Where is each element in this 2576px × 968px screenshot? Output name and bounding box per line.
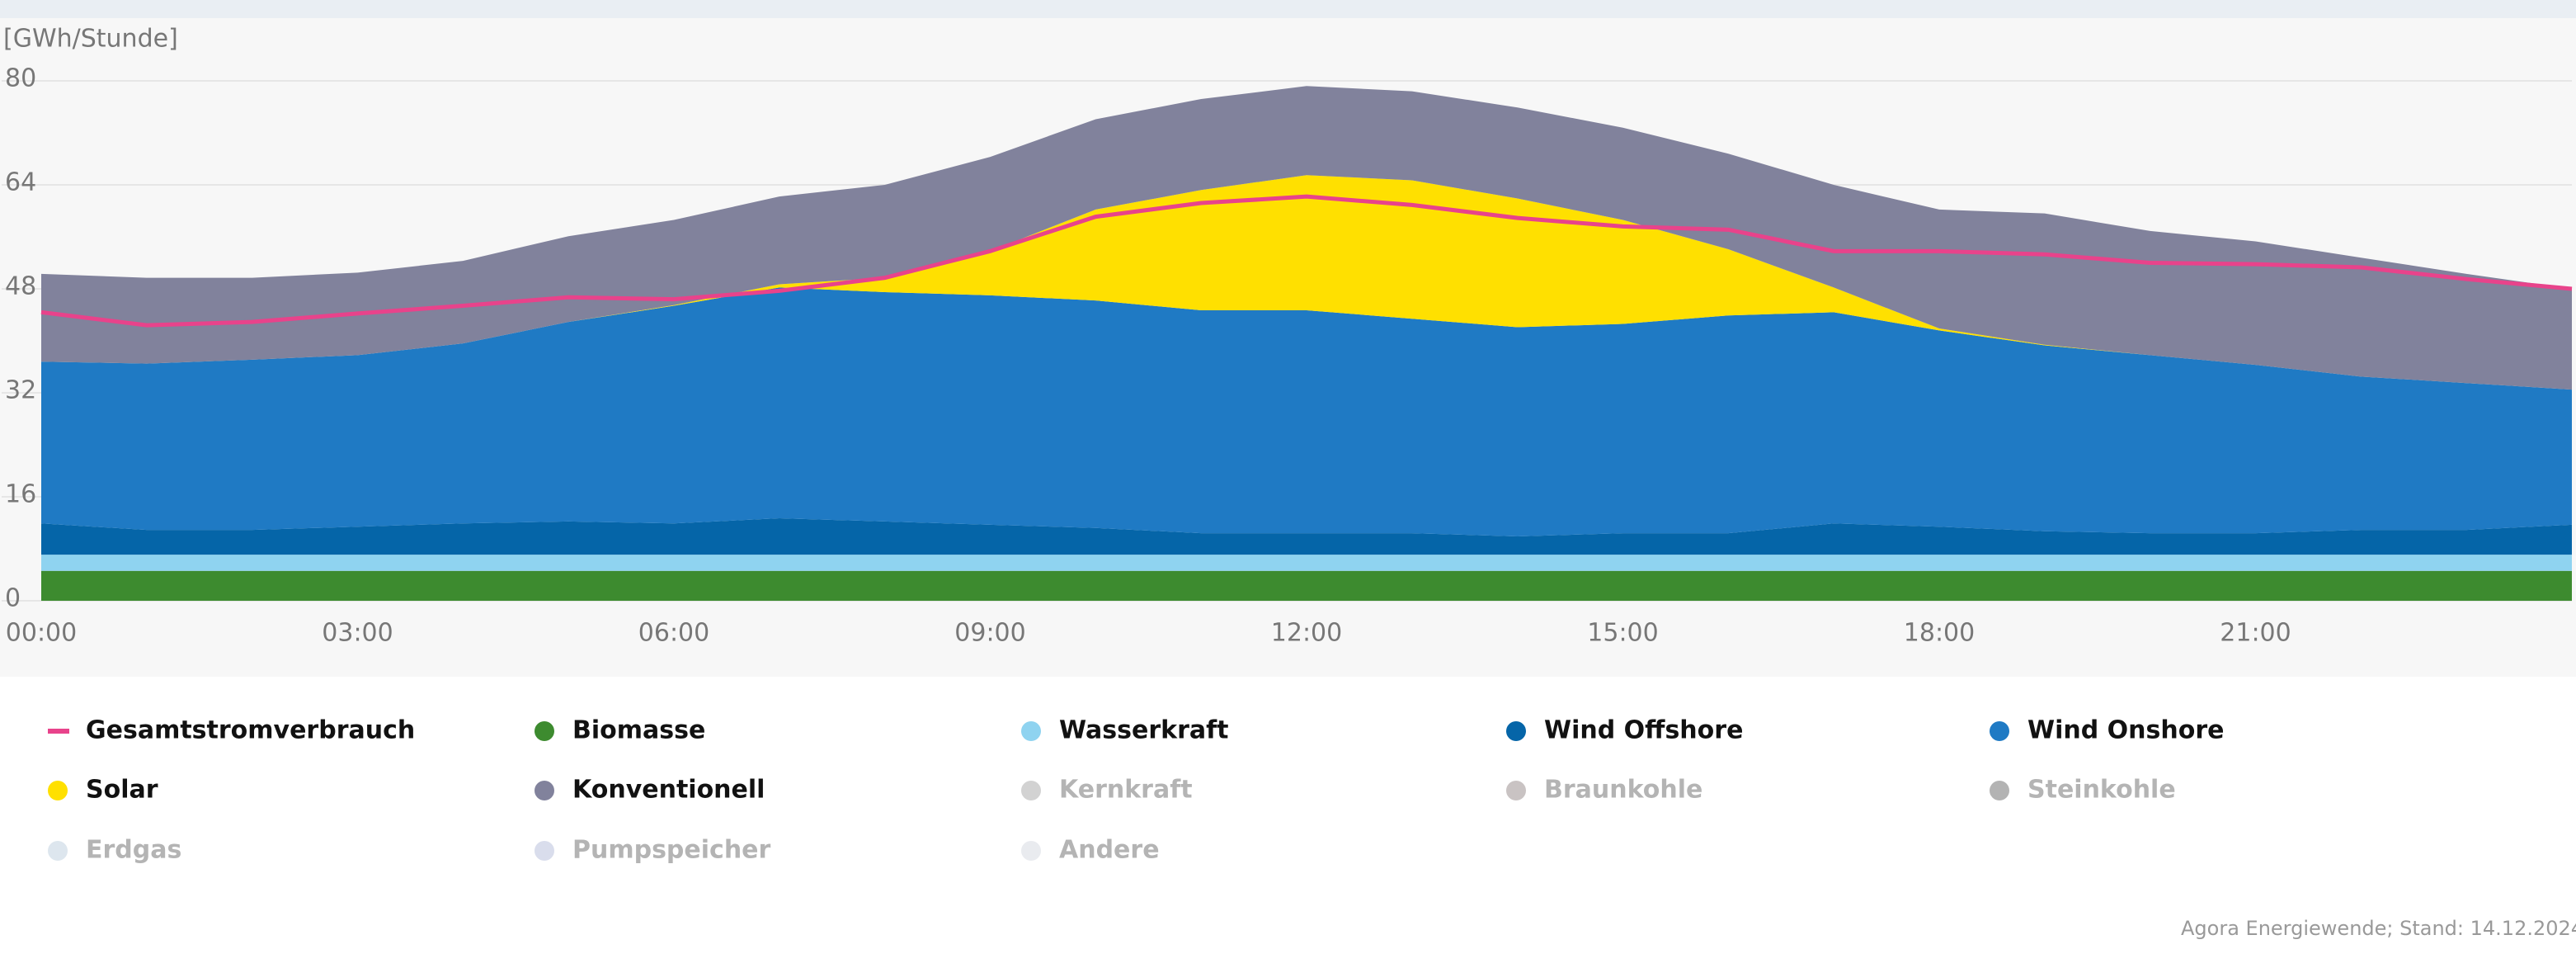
area (41, 86, 2572, 390)
area (41, 570, 2572, 601)
legend-label[interactable]: Andere (1059, 836, 1160, 865)
y-tick-label: 16 (5, 480, 36, 509)
top-band (0, 0, 2576, 18)
y-unit-label: [GWh/Stunde] (3, 25, 178, 54)
legend-label[interactable]: Solar (86, 776, 158, 805)
y-tick-label: 64 (5, 168, 36, 197)
legend-swatch[interactable] (1021, 721, 1041, 741)
legend-swatch[interactable] (1506, 781, 1526, 800)
legend-swatch[interactable] (1021, 781, 1041, 800)
legend-swatch[interactable] (1990, 721, 2009, 741)
legend-swatch[interactable] (535, 841, 554, 861)
legend-label[interactable]: Biomasse (572, 716, 705, 745)
legend-swatch[interactable] (48, 781, 68, 800)
x-tick-label: 18:00 (1904, 619, 1975, 648)
x-tick-label: 00:00 (6, 619, 77, 648)
legend-swatch[interactable] (48, 729, 69, 734)
legend-label[interactable]: Wasserkraft (1059, 716, 1229, 745)
y-tick-label: 48 (5, 272, 36, 301)
legend-swatch[interactable] (535, 781, 554, 800)
area (41, 175, 2572, 390)
legend-swatch[interactable] (535, 721, 554, 741)
legend-swatch[interactable] (1506, 721, 1526, 741)
legend-label[interactable]: Konventionell (572, 776, 765, 805)
legend-swatch[interactable] (48, 841, 68, 861)
x-tick-label: 15:00 (1587, 619, 1658, 648)
area (41, 517, 2572, 555)
x-tick-label: 09:00 (954, 619, 1025, 648)
x-tick-label: 12:00 (1271, 619, 1342, 648)
legend-label[interactable]: Braunkohle (1544, 776, 1702, 805)
legend-label[interactable]: Gesamtstromverbrauch (86, 716, 415, 745)
legend-label[interactable]: Wind Offshore (1544, 716, 1743, 745)
legend-swatch[interactable] (1990, 781, 2009, 800)
line (40, 194, 2573, 328)
y-tick-label: 32 (5, 376, 36, 405)
x-tick-label: 21:00 (2220, 619, 2291, 648)
legend-label[interactable]: Steinkohle (2027, 776, 2176, 805)
legend-label[interactable]: Pumpspeicher (572, 836, 771, 865)
legend-swatch[interactable] (1021, 841, 1041, 861)
y-tick-label: 0 (5, 584, 21, 613)
legend-label[interactable]: Wind Onshore (2027, 716, 2224, 745)
area (41, 287, 2572, 537)
x-tick-label: 03:00 (322, 619, 393, 648)
legend-label[interactable]: Erdgas (86, 836, 181, 865)
source: Agora Energiewende; Stand: 14.12.2024, 0… (2181, 917, 2576, 940)
area (41, 555, 2572, 571)
x-tick-label: 06:00 (638, 619, 709, 648)
legend-label[interactable]: Kernkraft (1059, 776, 1193, 805)
y-tick-label: 80 (5, 64, 36, 93)
